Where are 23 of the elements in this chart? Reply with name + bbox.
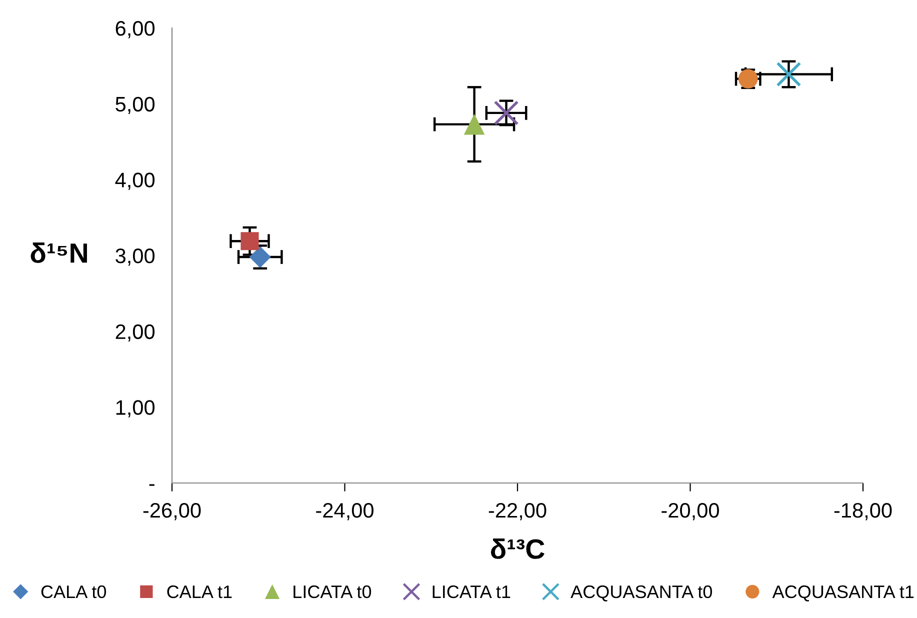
- legend-label: LICATA t0: [294, 585, 372, 598]
- point: [776, 62, 802, 87]
- x-tick-label: -24,00: [316, 502, 374, 520]
- legend-label: ACQUASANTA t1: [772, 585, 914, 602]
- legend-label: LICATA t1: [432, 585, 510, 598]
- y-tick-label: 2,00: [116, 324, 155, 342]
- x-tick-label: -22,00: [488, 502, 546, 520]
- legend-label: CALA t0: [41, 585, 106, 598]
- legend-label: ACQUASANTA t0: [570, 585, 712, 602]
- y-tick-label: -: [149, 484, 154, 486]
- y-axis-title: δ¹⁵N: [30, 242, 87, 263]
- y-tick-label: 4,00: [115, 172, 155, 190]
- y-tick-label: 5,00: [116, 96, 155, 114]
- x-tick-label: -20,00: [662, 502, 719, 520]
- x-tick-label: -26,00: [143, 502, 201, 520]
- point: [464, 114, 485, 135]
- legend-label: CALA t1: [167, 585, 232, 598]
- x-axis-title: δ¹³C: [490, 538, 544, 559]
- x-tick-label: -18,00: [834, 502, 892, 520]
- y-tick-label: 6,00: [116, 21, 155, 38]
- y-tick-label: 1,00: [116, 400, 155, 418]
- y-tick-label: 3,00: [116, 248, 155, 266]
- point: [240, 232, 259, 250]
